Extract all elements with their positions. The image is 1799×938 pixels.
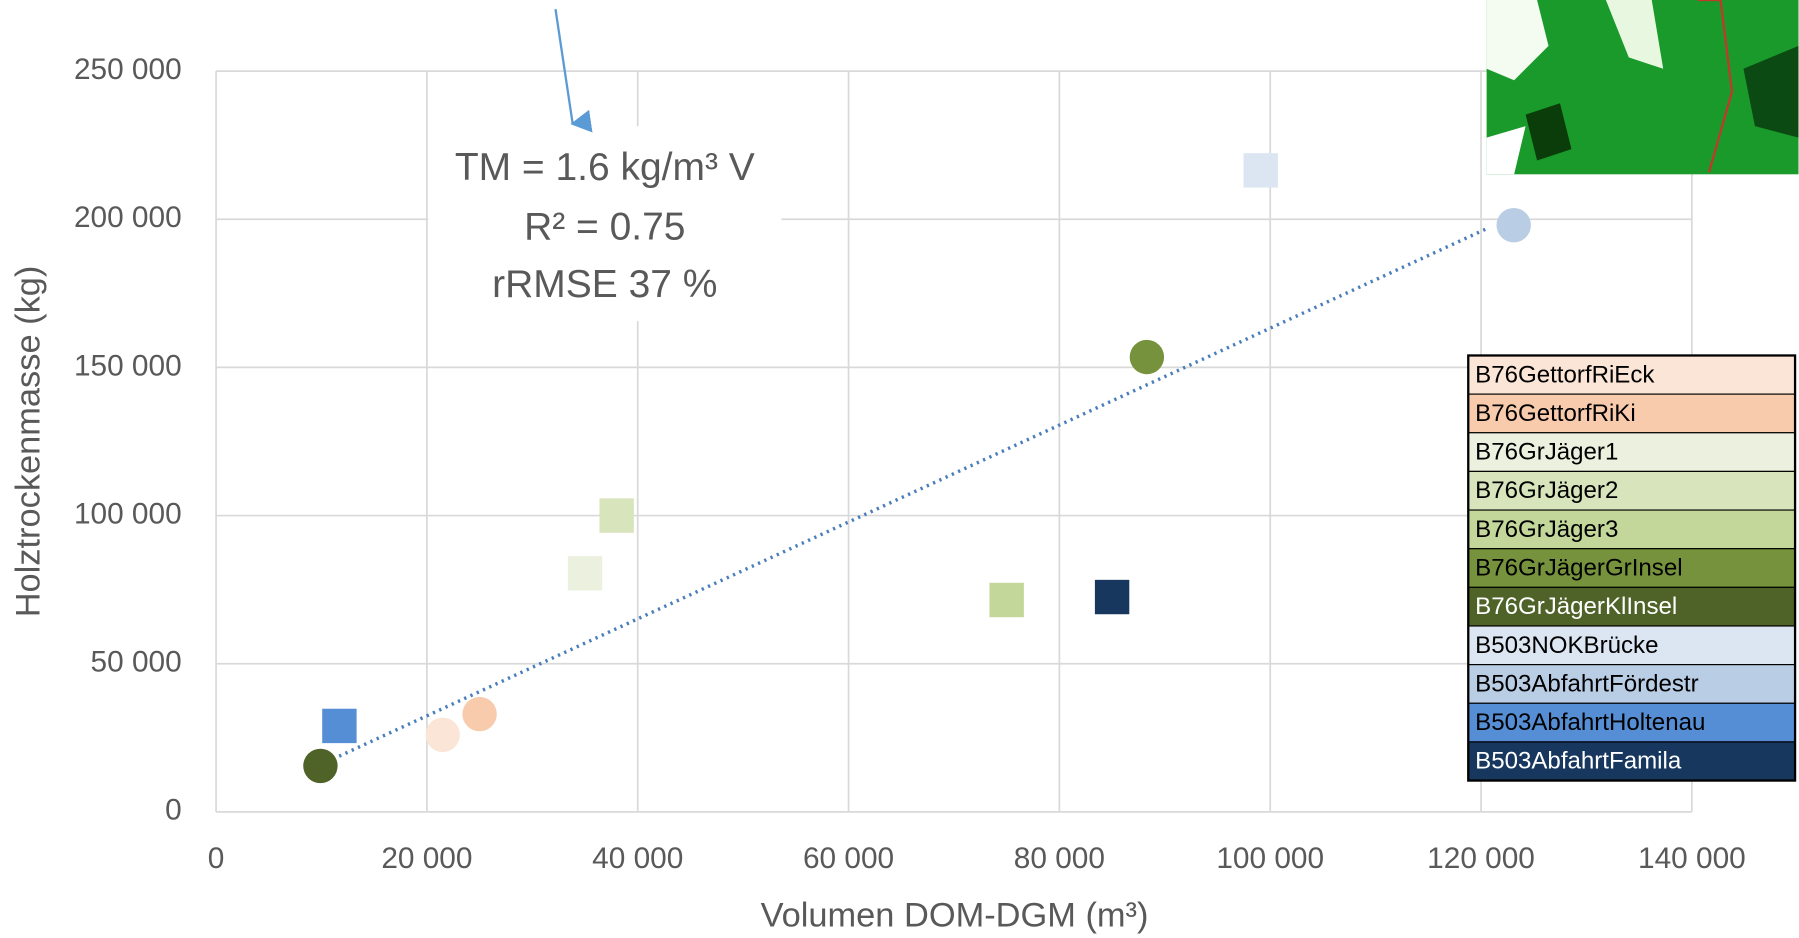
point bbox=[989, 583, 1023, 617]
legend-label: B503AbfahrtFördestr bbox=[1475, 670, 1699, 697]
chart: TM = 1.6 kg/m³ V R² = 0.75 rRMSE 37 % Vo… bbox=[0, 0, 1799, 938]
y-tick-label: 250 000 bbox=[74, 53, 182, 86]
point bbox=[1130, 340, 1164, 374]
y-tick-label: 50 000 bbox=[91, 646, 182, 679]
legend-label: B76GettorfRiEck bbox=[1475, 361, 1655, 388]
page: TM = 1.6 kg/m³ V R² = 0.75 rRMSE 37 % Vo… bbox=[0, 0, 1799, 938]
legend-label: B503NOKBrücke bbox=[1475, 632, 1658, 659]
arrow bbox=[555, 9, 572, 124]
point bbox=[322, 709, 356, 743]
point bbox=[1497, 208, 1531, 242]
y-tick-label: 0 bbox=[165, 794, 182, 827]
legend: B76GettorfRiEck B76GettorfRiKi B76GrJäger1… bbox=[1468, 355, 1795, 780]
map-image bbox=[1487, 0, 1799, 174]
legend-label: B76GettorfRiKi bbox=[1475, 400, 1636, 427]
y-tick-label: 100 000 bbox=[74, 497, 182, 530]
legend-label: B503AbfahrtHoltenau bbox=[1475, 709, 1705, 736]
point bbox=[303, 749, 337, 783]
y-axis-label: Holztrockenmasse (kg) bbox=[9, 266, 47, 618]
x-tick-label: 80 000 bbox=[1014, 842, 1105, 875]
x-tick-label: 120 000 bbox=[1427, 842, 1535, 875]
point bbox=[1095, 580, 1129, 614]
x-tick-label: 60 000 bbox=[803, 842, 894, 875]
point bbox=[426, 718, 460, 752]
point bbox=[1244, 153, 1278, 187]
point bbox=[568, 556, 602, 590]
point bbox=[462, 697, 496, 731]
y-tick-label: 200 000 bbox=[74, 201, 182, 234]
point bbox=[599, 498, 633, 532]
annotation: R² = 0.75 bbox=[524, 206, 685, 249]
x-tick-label: 40 000 bbox=[592, 842, 683, 875]
legend-label: B76GrJäger1 bbox=[1475, 439, 1618, 466]
x-tick-label: 100 000 bbox=[1216, 842, 1324, 875]
x-tick-label: 0 bbox=[208, 842, 225, 875]
legend-label: B76GrJägerKlInsel bbox=[1475, 593, 1677, 620]
x-axis-label: Volumen DOM-DGM (m³) bbox=[761, 896, 1149, 934]
legend-label: B76GrJägerGrInsel bbox=[1475, 555, 1682, 582]
legend-label: B503AbfahrtFamila bbox=[1475, 748, 1682, 775]
annotation: TM = 1.6 kg/m³ V bbox=[455, 146, 755, 189]
legend-label: B76GrJäger2 bbox=[1475, 477, 1618, 504]
x-tick-label: 140 000 bbox=[1638, 842, 1746, 875]
legend-label: B76GrJäger3 bbox=[1475, 516, 1618, 543]
annotation: rRMSE 37 % bbox=[492, 263, 717, 306]
x-tick-label: 20 000 bbox=[381, 842, 472, 875]
y-tick-label: 150 000 bbox=[74, 349, 182, 382]
